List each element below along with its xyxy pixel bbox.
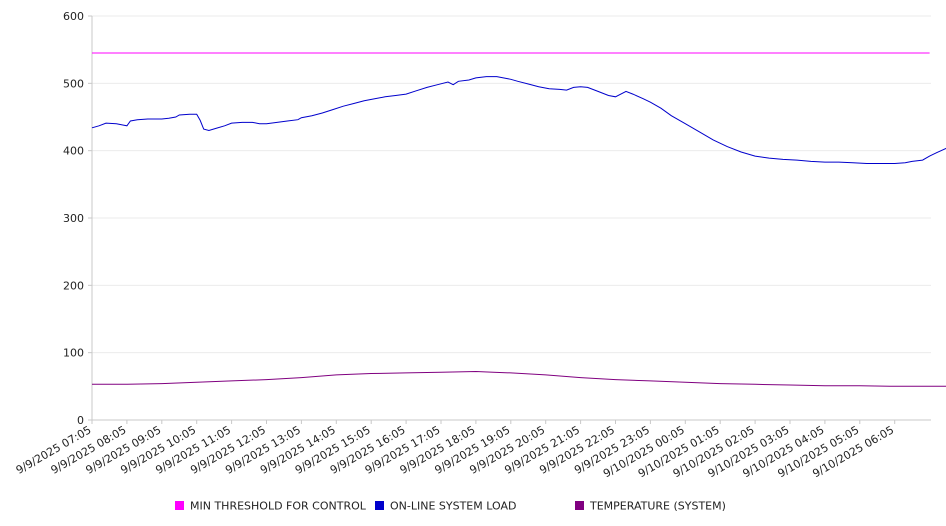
legend-swatch-temperature-system xyxy=(575,501,584,510)
legend-label-temperature-system: TEMPERATURE (SYSTEM) xyxy=(589,500,726,513)
series-line-on-line-system-load xyxy=(91,76,946,164)
y-tick-label: 100 xyxy=(63,347,84,360)
series-line-temperature-system xyxy=(92,370,946,387)
y-tick-label: 300 xyxy=(63,212,84,225)
legend: MIN THRESHOLD FOR CONTROL ON-LINE SYSTEM … xyxy=(175,500,726,513)
legend-label-min-threshold-for-control: MIN THRESHOLD FOR CONTROL xyxy=(190,500,367,513)
legend-swatch-min-threshold-for-control xyxy=(175,501,184,510)
series-lines xyxy=(91,52,946,387)
legend-swatch-on-line-system-load xyxy=(375,501,384,510)
x-axis-ticks: 9/9/2025 07:059/9/2025 08:059/9/2025 09:… xyxy=(14,420,896,480)
y-tick-label: 600 xyxy=(63,10,84,23)
grid-lines xyxy=(92,15,931,354)
y-axis-ticks: 0 100 200 300 400 500 600 xyxy=(63,10,92,427)
legend-label-on-line-system-load: ON-LINE SYSTEM LOAD xyxy=(390,500,516,513)
y-tick-label: 500 xyxy=(63,77,84,90)
y-tick-label: 400 xyxy=(63,145,84,158)
y-tick-label: 0 xyxy=(77,414,84,427)
y-tick-label: 200 xyxy=(63,279,84,292)
